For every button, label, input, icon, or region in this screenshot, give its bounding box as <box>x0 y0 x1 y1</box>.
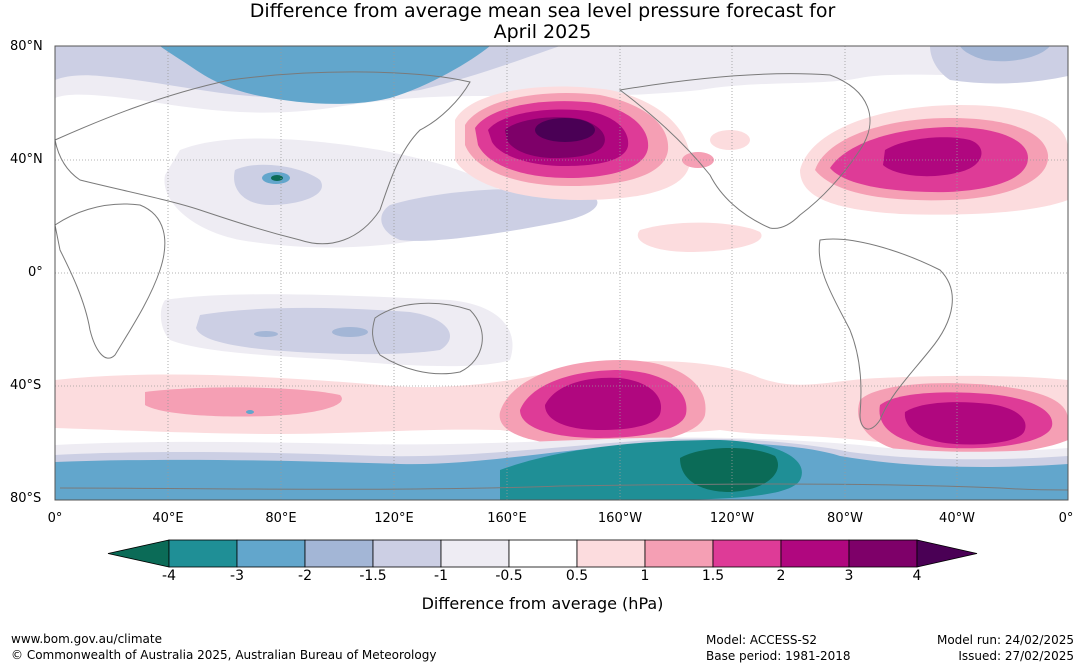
greenland-low-inner <box>960 46 1050 62</box>
lon-label-160e: 160°E <box>487 511 527 526</box>
footer-base-period: Base period: 1981-2018 <box>706 649 851 663</box>
colorbar-tick-label: -3 <box>230 568 244 584</box>
colorbar-swatch <box>372 539 442 568</box>
footer-model-run: Model run: 24/02/2025 <box>936 633 1074 647</box>
npac-high-center <box>535 118 595 142</box>
colorbar <box>107 539 978 568</box>
colorbar-swatch <box>712 539 782 568</box>
colorbar-tick-label: 1.5 <box>701 568 725 584</box>
colorbar-swatch <box>440 539 510 568</box>
colorbar-swatch <box>236 539 306 568</box>
map-frame <box>54 45 1069 501</box>
footer-issued: Issued: 27/02/2025 <box>958 649 1074 663</box>
arctic-low-center <box>160 46 490 104</box>
colorbar-extend-low <box>107 539 170 568</box>
spac-high-center <box>545 377 662 430</box>
lon-label-80e: 80°E <box>265 511 297 526</box>
lon-label-40e: 40°E <box>152 511 184 526</box>
colorbar-tick-label: 3 <box>844 568 854 584</box>
colorbar-extend-high <box>916 539 978 568</box>
indian-ocean-low <box>196 307 450 355</box>
map-gridlines <box>55 46 1068 500</box>
lat-label-40s: 40°S <box>10 378 42 393</box>
lon-label-120e: 120°E <box>374 511 414 526</box>
map-title-line2: April 2025 <box>493 21 592 43</box>
colorbar-tick-label: 0.5 <box>565 568 589 584</box>
colorbar-swatch <box>168 539 238 568</box>
colorbar-tick-label: -0.5 <box>495 568 523 584</box>
lat-label-0: 0° <box>28 265 43 280</box>
footer-copyright: © Commonwealth of Australia 2025, Austra… <box>11 648 437 662</box>
colorbar-tick-label: 4 <box>912 568 922 584</box>
tibet-low <box>234 164 322 205</box>
colorbar-tick-label: -1.5 <box>359 568 387 584</box>
west-pacific-low <box>381 188 598 241</box>
colorbar-swatch <box>508 539 578 568</box>
colorbar-swatch <box>304 539 374 568</box>
south-america-outline <box>818 238 953 430</box>
indian-ocean-low-inner <box>332 327 368 337</box>
lon-label-40w: 40°W <box>939 511 975 526</box>
lon-label-120w: 120°W <box>709 511 755 526</box>
coastlines <box>54 71 1069 491</box>
lon-label-0-left: 0° <box>47 511 63 526</box>
nw-america-high <box>710 130 750 150</box>
indian-ocean-low-inner-2 <box>254 331 278 337</box>
colorbar-tick-label: -2 <box>298 568 312 584</box>
south-indian-small-low <box>246 410 254 414</box>
footer-website: www.bom.gov.au/climate <box>11 632 162 646</box>
amundsen-low-center <box>680 447 778 492</box>
central-pacific-high <box>637 222 762 252</box>
lat-label-80n: 80°N <box>10 39 43 54</box>
colorbar-tick-label: 2 <box>776 568 786 584</box>
colorbar-tick-label: -1 <box>434 568 448 584</box>
lat-label-40n: 40°N <box>10 152 43 167</box>
lat-label-80s: 80°S <box>10 491 42 506</box>
tibet-low-center <box>271 175 283 181</box>
map-title-line1: Difference from average mean sea level p… <box>249 0 836 22</box>
footer-model: Model: ACCESS-S2 <box>706 633 818 647</box>
colorbar-swatch <box>576 539 646 568</box>
lon-label-80w: 80°W <box>827 511 863 526</box>
colorbar-tick-label: 1 <box>640 568 650 584</box>
south-indian-high <box>145 387 342 417</box>
australia-outline <box>372 302 483 375</box>
africa-outline <box>54 203 166 359</box>
lon-label-0-right: 0° <box>1058 511 1074 526</box>
colorbar-tick-label: -4 <box>162 568 176 584</box>
colorbar-swatch <box>780 539 850 568</box>
colorbar-swatch <box>848 539 918 568</box>
colorbar-label: Difference from average (hPa) <box>421 594 664 613</box>
satl-high-center <box>904 402 1026 445</box>
north-america-outline <box>618 73 871 229</box>
colorbar-swatch <box>644 539 714 568</box>
eurasia-outline <box>54 71 471 245</box>
antarctica-outline <box>59 483 1069 491</box>
lon-label-160w: 160°W <box>597 511 643 526</box>
